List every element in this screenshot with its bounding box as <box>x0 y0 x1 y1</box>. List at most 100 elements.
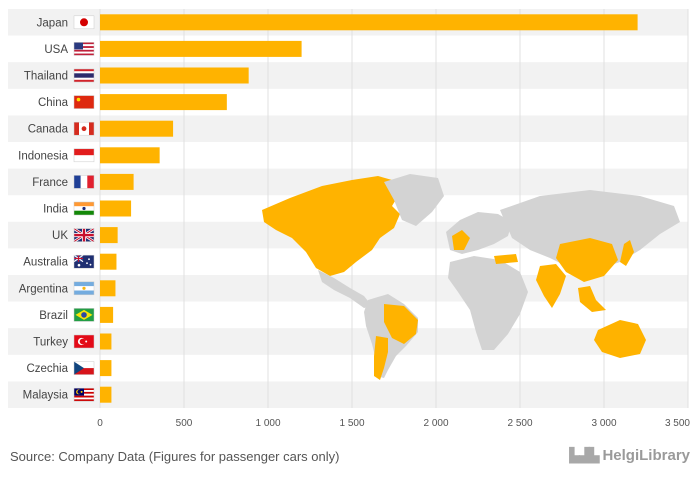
x-tick-label: 2 500 <box>507 418 532 429</box>
flag-border <box>73 68 95 83</box>
x-tick-label: 1 000 <box>255 418 280 429</box>
bar-china <box>100 94 227 111</box>
flag-france-icon <box>73 175 95 189</box>
flag-part <box>74 73 94 78</box>
country-flags <box>73 15 95 402</box>
category-label: Canada <box>28 124 69 136</box>
map-japan <box>620 240 634 266</box>
bar-uk <box>100 227 118 244</box>
flag-part <box>74 397 94 400</box>
flag-part <box>80 390 83 393</box>
flag-part <box>74 53 94 56</box>
bar-indonesia <box>100 147 160 164</box>
flag-part <box>89 122 94 136</box>
x-tick-label: 3 000 <box>591 418 616 429</box>
flag-part <box>74 47 94 50</box>
bar-canada <box>100 120 174 137</box>
flag-part <box>81 126 87 132</box>
flag-border <box>73 201 95 216</box>
flag-part <box>74 42 83 50</box>
flag-australia-icon <box>73 254 95 269</box>
map-asia <box>500 190 680 270</box>
flag-part <box>74 202 94 207</box>
category-label: Brazil <box>39 310 68 322</box>
map-central-america <box>318 270 372 308</box>
flag-uk-icon <box>73 227 95 243</box>
category-label: Japan <box>37 17 68 29</box>
bar-czechia <box>100 360 112 377</box>
map-australia <box>594 320 646 358</box>
flag-border <box>73 95 95 109</box>
category-label: Argentina <box>19 283 69 295</box>
flag-argentina-icon <box>73 281 95 296</box>
flag-part <box>74 95 94 109</box>
bar-malaysia <box>100 386 112 403</box>
x-tick-label: 500 <box>176 418 193 429</box>
flag-border <box>73 334 95 349</box>
flag-brazil-icon <box>73 308 95 322</box>
bar-brazil <box>100 306 114 323</box>
flag-border <box>73 121 95 136</box>
bar-argentina <box>100 280 116 297</box>
flag-part <box>74 361 84 375</box>
flag-part <box>74 368 94 375</box>
map-china <box>556 238 618 282</box>
category-label: Malaysia <box>23 390 69 402</box>
flag-part <box>74 210 94 215</box>
flag-part <box>74 281 94 287</box>
flag-part <box>82 286 86 290</box>
flag-usa-icon <box>73 42 95 56</box>
flag-part <box>76 97 81 102</box>
flag-border <box>73 308 95 322</box>
flag-part <box>74 361 94 369</box>
flag-thailand-icon <box>73 68 95 83</box>
flag-part <box>74 49 94 52</box>
x-axis-tick-labels: 0 500 1 000 1 500 2 000 2 500 3 000 3 500 <box>97 418 690 429</box>
category-label: USA <box>44 44 68 56</box>
map-argentina <box>374 336 388 380</box>
x-tick-label: 3 500 <box>665 418 690 429</box>
row-band <box>8 328 688 355</box>
flag-india-icon <box>73 201 95 216</box>
flag-part <box>74 233 94 237</box>
flag-part <box>74 395 94 398</box>
flag-border <box>73 281 95 296</box>
flag-part <box>81 312 87 318</box>
library-building-icon: ▙▟▙ <box>569 447 599 463</box>
bar-thailand <box>100 67 249 84</box>
row-band <box>8 381 688 408</box>
map-india <box>536 264 566 308</box>
flag-part <box>87 175 94 189</box>
bar-turkey <box>100 333 112 350</box>
flag-part <box>82 206 86 211</box>
category-label: Turkey <box>33 337 68 349</box>
flag-part <box>85 340 88 343</box>
bar-japan <box>100 14 638 31</box>
flag-part <box>74 399 94 402</box>
flag-part <box>74 257 83 259</box>
flag-canada-icon <box>73 121 95 136</box>
map-brazil <box>384 304 418 344</box>
flag-part <box>79 338 86 345</box>
x-tick-label: 1 500 <box>339 418 364 429</box>
category-label: Indonesia <box>18 150 68 162</box>
flag-part <box>74 148 94 156</box>
flag-part <box>74 42 94 45</box>
category-label: Thailand <box>24 71 68 83</box>
flag-border <box>73 175 95 189</box>
bar-india <box>100 200 132 217</box>
map-africa <box>448 256 528 350</box>
map-europe-highlight <box>452 230 470 250</box>
map-north-america <box>262 176 400 276</box>
flag-part <box>74 46 94 48</box>
map-southeast-asia <box>578 286 606 312</box>
flag-border <box>73 361 95 375</box>
flag-part <box>74 175 81 189</box>
flag-border <box>73 228 95 242</box>
flag-part <box>80 175 88 189</box>
flag-czechia-icon <box>73 361 95 375</box>
flag-border <box>73 15 95 30</box>
flag-border <box>73 148 95 163</box>
bars <box>100 14 638 403</box>
flag-part <box>74 44 94 47</box>
